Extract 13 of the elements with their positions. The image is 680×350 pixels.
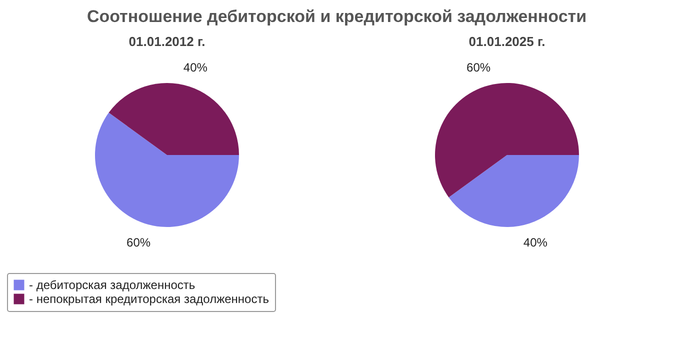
legend-label: - непокрытая кредиторская задолженность: [29, 292, 269, 306]
chart-subtitle: 01.01.2025 г.: [468, 34, 546, 49]
data-label: 60%: [126, 235, 151, 250]
text: Соотношение дебиторской и кредиторской задолженности: [86, 7, 587, 26]
data-label: 40%: [523, 235, 548, 250]
data-label: 40%: [183, 60, 208, 75]
pie-slice: [108, 83, 239, 155]
legend-label: - дебиторская задолженность: [29, 278, 196, 292]
chart-subtitle: 01.01.2012 г.: [128, 34, 206, 49]
pie-slice: [95, 112, 239, 227]
data-label: 60%: [466, 60, 491, 75]
pie-slice: [435, 83, 579, 198]
pie-slice: [448, 155, 579, 227]
